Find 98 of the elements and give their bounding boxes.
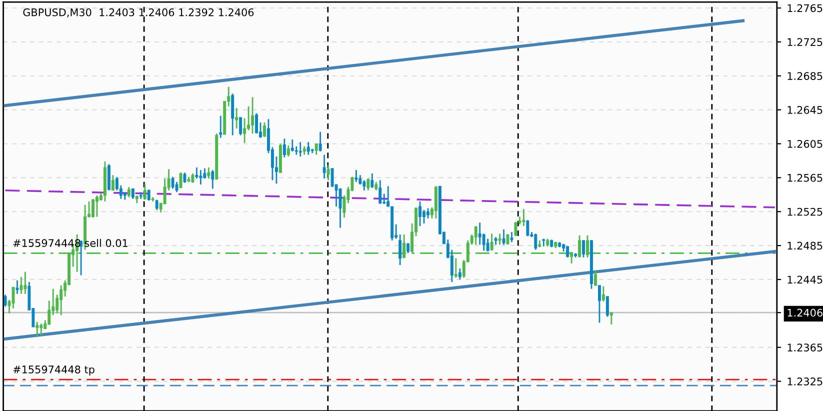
candlestick	[92, 198, 94, 218]
candlestick	[378, 180, 382, 205]
candlestick	[219, 115, 222, 138]
candlestick	[522, 208, 526, 227]
candlestick	[247, 106, 250, 131]
candlestick	[534, 232, 538, 250]
candlestick	[418, 200, 422, 227]
candlestick	[582, 240, 585, 258]
candlestick	[366, 178, 370, 192]
candlestick	[566, 246, 570, 258]
candlestick	[171, 176, 174, 190]
candlestick	[510, 231, 514, 243]
ref-line-label: #155974448 tp	[13, 366, 94, 376]
candlestick	[263, 122, 266, 138]
y-tick-label: 1.2605	[788, 140, 822, 148]
candlestick	[338, 188, 342, 228]
candlestick	[175, 181, 178, 193]
candlestick	[12, 286, 15, 310]
candlestick	[610, 312, 613, 326]
candlestick	[454, 258, 458, 278]
candlestick	[330, 168, 334, 188]
y-tick-label: 1.2525	[788, 208, 822, 216]
candlestick	[195, 166, 198, 180]
candlestick	[298, 141, 302, 158]
candlestick	[474, 225, 478, 246]
candlestick	[111, 174, 114, 192]
candlestick	[498, 232, 502, 246]
candlestick	[251, 96, 254, 134]
candlestick	[402, 234, 406, 259]
candlestick	[398, 234, 402, 266]
y-tick-label: 1.2725	[788, 38, 822, 46]
candlestick	[143, 182, 146, 200]
candlestick	[24, 271, 27, 295]
candlestick	[239, 116, 242, 136]
text: GBPUSD,M30 1.2403 1.2406 1.2392 1.2406	[23, 8, 254, 18]
y-tick-label: 1.2325	[788, 378, 822, 386]
candlestick	[318, 131, 322, 152]
candlestick	[147, 188, 150, 202]
candlestick	[502, 228, 506, 246]
candlestick	[183, 172, 186, 184]
candlestick	[199, 169, 202, 186]
candlestick	[286, 144, 290, 158]
candlestick	[306, 141, 310, 156]
candlestick	[127, 186, 130, 198]
candlestick	[406, 242, 410, 254]
candlestick	[594, 269, 597, 286]
candlestick	[326, 164, 330, 181]
candlestick	[207, 166, 210, 180]
candlestick	[486, 238, 490, 252]
candlestick	[235, 107, 238, 130]
y-tick-label: 1.2406	[788, 308, 822, 317]
candlestick	[422, 209, 426, 224]
y-tick-label: 1.2645	[788, 106, 822, 114]
candlestick	[490, 232, 494, 252]
candlestick	[131, 188, 134, 200]
candlestick	[426, 208, 430, 220]
y-tick-label: 1.2765	[788, 4, 822, 12]
candlestick	[514, 221, 518, 237]
y-tick-label: 1.2445	[788, 276, 822, 284]
candlestick	[20, 276, 23, 295]
candlestick	[40, 322, 43, 336]
candlestick	[191, 172, 194, 184]
candlestick	[80, 240, 83, 276]
candlestick	[282, 138, 286, 158]
candlestick	[482, 232, 486, 252]
candlestick	[358, 174, 362, 186]
candlestick	[36, 321, 39, 338]
candlestick	[606, 296, 609, 318]
candlestick	[231, 92, 234, 136]
candlestick	[506, 234, 510, 246]
candlestick	[155, 199, 158, 211]
candlestick	[578, 234, 581, 258]
candlestick	[4, 294, 7, 308]
candlestick	[60, 284, 63, 316]
candlestick	[290, 138, 294, 152]
y-tick-label: 1.2565	[788, 174, 822, 182]
candlestick	[255, 112, 258, 134]
candlestick	[370, 172, 374, 189]
candlestick	[96, 194, 98, 218]
candlestick	[526, 219, 530, 237]
candlestick	[602, 286, 605, 302]
candlestick	[314, 143, 318, 156]
candlestick	[598, 284, 601, 324]
candlestick	[16, 280, 19, 295]
candlestick	[48, 300, 51, 326]
y-tick-label: 1.2685	[788, 72, 822, 80]
candlestick	[570, 252, 574, 264]
candlestick	[458, 268, 462, 280]
candlestick	[434, 185, 438, 220]
candlestick	[211, 169, 214, 190]
candlestick	[354, 169, 358, 183]
candlestick	[107, 163, 110, 192]
y-tick-label: 1.2365	[788, 344, 822, 352]
candlestick	[322, 154, 326, 180]
candlestick	[179, 172, 182, 189]
candlestick	[243, 118, 246, 144]
candlestick	[586, 234, 589, 258]
y-tick-label: 1.2485	[788, 242, 822, 250]
